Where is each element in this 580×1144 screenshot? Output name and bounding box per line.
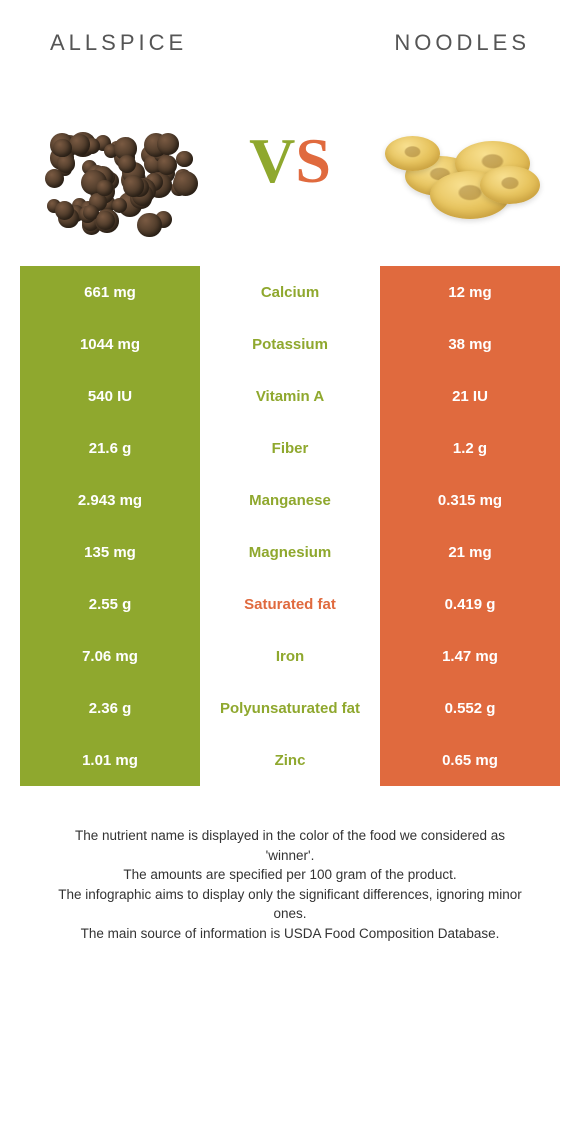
left-value: 7.06 mg [20, 630, 200, 682]
footer-line: The amounts are specified per 100 gram o… [50, 865, 530, 885]
right-value: 0.419 g [380, 578, 560, 630]
left-value: 661 mg [20, 266, 200, 318]
table-row: 540 IUVitamin A21 IU [20, 370, 560, 422]
nutrient-label: Polyunsaturated fat [200, 682, 380, 734]
allspice-image [30, 86, 210, 236]
nutrient-label: Zinc [200, 734, 380, 786]
left-food-title: ALLSPICE [50, 30, 187, 56]
nutrient-label: Magnesium [200, 526, 380, 578]
table-row: 7.06 mgIron1.47 mg [20, 630, 560, 682]
footer-line: The infographic aims to display only the… [50, 885, 530, 924]
right-value: 21 mg [380, 526, 560, 578]
table-row: 2.36 gPolyunsaturated fat0.552 g [20, 682, 560, 734]
footer-notes: The nutrient name is displayed in the co… [20, 826, 560, 943]
left-value: 135 mg [20, 526, 200, 578]
noodles-image [370, 86, 550, 236]
table-row: 2.943 mgManganese0.315 mg [20, 474, 560, 526]
nutrient-label: Potassium [200, 318, 380, 370]
nutrient-label: Fiber [200, 422, 380, 474]
footer-line: The nutrient name is displayed in the co… [50, 826, 530, 865]
table-row: 1044 mgPotassium38 mg [20, 318, 560, 370]
footer-line: The main source of information is USDA F… [50, 924, 530, 944]
nutrient-table: 661 mgCalcium12 mg1044 mgPotassium38 mg5… [20, 266, 560, 786]
right-value: 12 mg [380, 266, 560, 318]
right-value: 1.2 g [380, 422, 560, 474]
header-row: ALLSPICE NOODLES [20, 20, 560, 86]
nutrient-label: Calcium [200, 266, 380, 318]
right-value: 1.47 mg [380, 630, 560, 682]
left-value: 540 IU [20, 370, 200, 422]
vs-v-letter: V [249, 125, 295, 196]
table-row: 21.6 gFiber1.2 g [20, 422, 560, 474]
table-row: 135 mgMagnesium21 mg [20, 526, 560, 578]
left-value: 1044 mg [20, 318, 200, 370]
table-row: 661 mgCalcium12 mg [20, 266, 560, 318]
right-value: 0.65 mg [380, 734, 560, 786]
images-row: VS [20, 86, 560, 266]
infographic-container: ALLSPICE NOODLES VS 661 mgCalcium12 mg10… [0, 0, 580, 963]
nutrient-label: Saturated fat [200, 578, 380, 630]
left-value: 2.36 g [20, 682, 200, 734]
left-value: 2.943 mg [20, 474, 200, 526]
left-value: 21.6 g [20, 422, 200, 474]
left-value: 1.01 mg [20, 734, 200, 786]
right-value: 0.552 g [380, 682, 560, 734]
nutrient-label: Manganese [200, 474, 380, 526]
vs-label: VS [249, 124, 331, 198]
vs-s-letter: S [295, 125, 331, 196]
table-row: 1.01 mgZinc0.65 mg [20, 734, 560, 786]
nutrient-label: Vitamin A [200, 370, 380, 422]
table-row: 2.55 gSaturated fat0.419 g [20, 578, 560, 630]
right-food-title: NOODLES [394, 30, 530, 56]
right-value: 21 IU [380, 370, 560, 422]
right-value: 38 mg [380, 318, 560, 370]
left-value: 2.55 g [20, 578, 200, 630]
right-value: 0.315 mg [380, 474, 560, 526]
nutrient-label: Iron [200, 630, 380, 682]
